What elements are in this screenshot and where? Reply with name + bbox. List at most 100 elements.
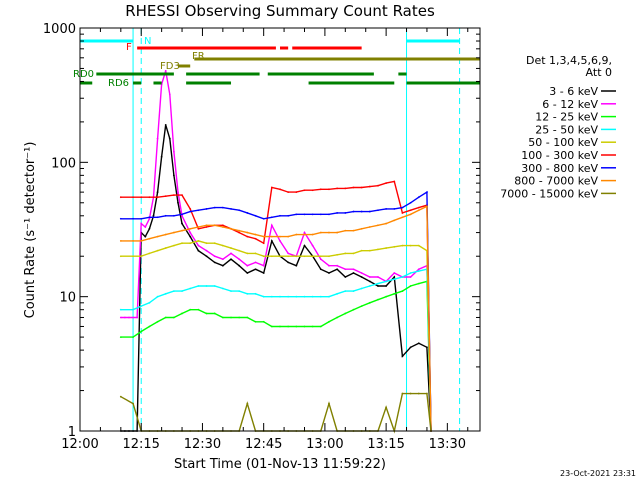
data-point <box>262 264 265 267</box>
data-point <box>197 227 200 230</box>
data-point <box>393 245 396 248</box>
data-point <box>303 231 306 234</box>
data-point <box>156 320 159 323</box>
data-point <box>368 285 371 287</box>
legend-entry-label: 7000 - 15000 keV <box>500 187 598 200</box>
data-point <box>270 186 273 189</box>
data-point <box>295 233 298 236</box>
data-point <box>328 213 330 216</box>
data-point <box>172 174 175 177</box>
data-point <box>336 231 339 234</box>
data-point <box>360 210 363 213</box>
x-tick-label: 13:00 <box>306 437 343 452</box>
data-point <box>132 336 134 339</box>
data-point <box>164 316 167 319</box>
data-point <box>181 213 183 216</box>
data-point <box>417 342 420 345</box>
data-point <box>385 406 388 409</box>
data-point <box>213 224 216 227</box>
data-point <box>336 292 339 295</box>
data-point <box>132 240 134 242</box>
data-point <box>189 210 192 213</box>
x-tick-label: 12:00 <box>61 437 98 452</box>
data-point <box>148 237 151 240</box>
data-point <box>148 227 151 230</box>
data-point <box>287 252 290 255</box>
data-point <box>221 244 224 247</box>
data-point <box>246 264 249 267</box>
data-point <box>417 282 420 285</box>
data-point <box>352 229 355 232</box>
data-point <box>238 209 241 212</box>
legend-title: Det 1,3,4,5,6,9, <box>526 54 612 67</box>
data-point <box>189 242 192 245</box>
data-point <box>368 226 371 228</box>
data-point <box>319 325 322 328</box>
data-point <box>230 316 232 319</box>
data-point <box>393 278 396 281</box>
data-point <box>319 213 322 216</box>
data-point <box>270 216 273 219</box>
data-point <box>181 312 183 315</box>
data-point <box>401 212 404 214</box>
data-point <box>205 226 208 228</box>
data-point <box>230 290 232 293</box>
data-point <box>156 235 159 238</box>
data-point <box>238 249 241 252</box>
data-point <box>172 290 175 293</box>
data-point <box>287 295 290 298</box>
data-point <box>136 316 139 319</box>
data-point <box>344 276 347 278</box>
data-point <box>262 217 265 220</box>
data-point <box>401 355 404 358</box>
data-point <box>164 247 167 249</box>
data-point <box>352 210 355 213</box>
data-point <box>181 222 183 225</box>
data-point <box>119 336 122 339</box>
x-tick-label: 12:45 <box>245 437 282 452</box>
data-point <box>197 244 200 247</box>
data-point <box>295 295 298 298</box>
data-point <box>119 196 122 199</box>
data-point <box>156 196 159 199</box>
data-point <box>197 285 200 287</box>
y-tick-label: 100 <box>51 156 76 171</box>
data-point <box>221 264 224 267</box>
data-point <box>238 231 241 234</box>
data-point <box>197 226 200 228</box>
data-point <box>303 213 306 216</box>
data-point <box>360 276 363 278</box>
data-point <box>205 208 208 210</box>
data-point <box>303 325 306 328</box>
data-point <box>189 235 192 238</box>
data-point <box>319 231 322 234</box>
legend-title: Att 0 <box>586 66 612 79</box>
data-point <box>409 285 412 287</box>
data-point <box>246 316 249 319</box>
data-point <box>230 227 232 230</box>
data-point <box>254 320 257 323</box>
data-point <box>160 155 163 158</box>
data-point <box>426 205 428 208</box>
data-point <box>262 295 265 298</box>
data-point <box>279 255 281 258</box>
data-point <box>270 325 273 328</box>
data-point <box>368 276 371 278</box>
data-point <box>221 206 224 209</box>
data-point <box>119 316 122 319</box>
flag-label: F <box>126 42 132 53</box>
data-point <box>393 219 396 222</box>
data-point <box>385 222 388 225</box>
data-point <box>189 308 192 311</box>
data-point <box>205 242 208 245</box>
data-point <box>177 191 179 194</box>
data-point <box>295 255 298 258</box>
data-point <box>409 244 412 247</box>
data-point <box>401 392 404 395</box>
data-point <box>344 187 347 190</box>
series-layer <box>119 69 432 434</box>
data-point <box>368 280 371 283</box>
data-point <box>189 208 192 210</box>
data-point <box>168 137 171 140</box>
